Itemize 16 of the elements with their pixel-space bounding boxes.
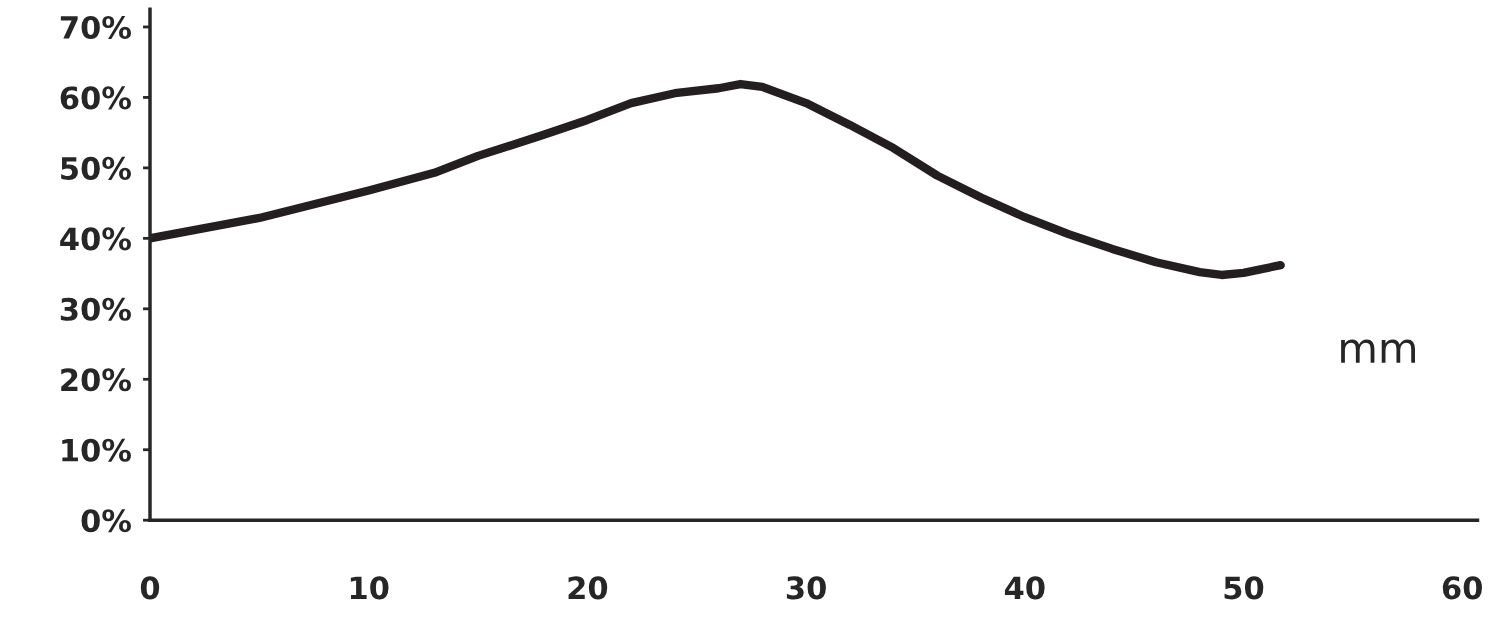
x-tick-label: 0 (140, 576, 160, 600)
y-tick-label: 20% (61, 368, 131, 392)
x-tick-label: 50 (1224, 576, 1264, 600)
y-tick-label: 50% (61, 156, 131, 180)
y-tick-label: 30% (60, 297, 131, 321)
y-tick-label: 60% (60, 86, 131, 110)
y-tick-label: 70% (60, 15, 131, 39)
x-tick-label: 20 (568, 576, 608, 600)
x-tick-label: 60 (1442, 576, 1482, 600)
x-tick-label: 10 (350, 576, 389, 600)
x-axis-title: mm (1341, 339, 1415, 363)
x-tick-label: 30 (786, 576, 826, 600)
y-tick-label: 0% (81, 509, 131, 533)
x-tick-label: 40 (1004, 576, 1045, 600)
y-tick-label: 10% (62, 438, 131, 462)
y-tick-label: 40% (60, 227, 131, 251)
